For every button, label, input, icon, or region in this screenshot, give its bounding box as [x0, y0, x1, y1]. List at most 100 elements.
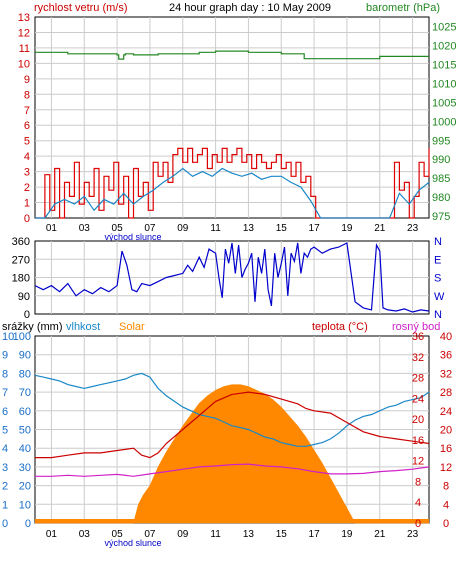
rain-tick-label: 2: [2, 481, 8, 493]
wind-time-tick-label: 05: [112, 223, 124, 234]
rain-time-tick-label: 13: [243, 529, 255, 540]
rain-tick-label: 8: [2, 368, 8, 380]
pressure-tick-label: 975: [432, 211, 450, 223]
pressure-axis: 975 980 985 990 995 1000 1005 1010 1015 1020 1025: [432, 21, 456, 223]
direction-degree-tick-label: 180: [12, 273, 30, 285]
wind-time-tick-label: 07: [144, 223, 156, 234]
temperature-inner-tick-label: 24: [412, 393, 424, 405]
pressure-tick-label: 1000: [432, 116, 456, 128]
temperature-label: teplota (°C): [312, 321, 368, 333]
temperature-tick-label: 12: [440, 462, 452, 474]
rain-tick-label: 0: [2, 518, 8, 530]
solar-label: Solar: [119, 321, 145, 333]
direction-compass-tick-label: W: [434, 291, 445, 303]
wind-average-line: [35, 167, 430, 219]
humidity-tick-label: 40: [19, 443, 31, 455]
direction-compass-tick-label: S: [434, 273, 441, 285]
wind-speed-tick-label: 7: [24, 105, 30, 117]
temperature-tick-label: 16: [440, 443, 452, 455]
humidity-tick-label: 10: [19, 499, 31, 511]
wind-speed-tick-label: 0: [24, 213, 30, 225]
humidity-label: vlhkost: [66, 321, 100, 333]
humidity-tick-label: 0: [25, 518, 31, 530]
rain-time-tick-label: 03: [79, 529, 91, 540]
direction-compass-tick-label: N: [434, 236, 442, 248]
rain-tick-label: 4: [2, 443, 8, 455]
temperature-inner-tick-label: 0: [415, 518, 421, 530]
direction-compass-tick-label: E: [434, 254, 441, 266]
pressure-tick-label: 1020: [432, 40, 456, 52]
sunrise-note-top: východ slunce: [104, 232, 161, 242]
rain-time-tick-label: 17: [309, 529, 321, 540]
wind-time-tick-label: 21: [374, 223, 386, 234]
wind-time-tick-label: 03: [79, 223, 91, 234]
pressure-tick-label: 1005: [432, 97, 456, 109]
temperature-tick-label: 4: [443, 499, 449, 511]
wind-time-tick-label: 23: [407, 223, 419, 234]
temperature-tick-label: 20: [440, 425, 452, 437]
wind-speed-tick-label: 13: [18, 12, 30, 24]
wind-speed-tick-label: 5: [24, 136, 30, 148]
humidity-tick-label: 80: [19, 368, 31, 380]
pressure-tick-label: 980: [432, 192, 450, 204]
rain-tick-label: 7: [2, 387, 8, 399]
temperature-tick-label: 28: [440, 387, 452, 399]
temperature-tick-label: 24: [440, 406, 452, 418]
wind-speed-tick-label: 1: [24, 198, 30, 210]
wind-direction-series: [34, 242, 430, 313]
rain-time-tick-label: 21: [374, 529, 386, 540]
rain-tick-label: 6: [2, 406, 8, 418]
dewpoint-line: [35, 463, 430, 477]
rain-time-tick-label: 07: [144, 529, 156, 540]
dewpoint-label: rosný bod: [392, 321, 440, 333]
temperature-line: [35, 391, 430, 459]
rain-time-tick-label: 09: [177, 529, 189, 540]
wind-time-tick-label: 11: [210, 223, 221, 234]
temperature-tick-label: 32: [440, 368, 452, 380]
rain-axis: 0 1 2 3 4 5 6 7 8 9 10: [2, 331, 14, 530]
wind-speed-tick-label: 4: [24, 151, 30, 163]
rain-time-tick-label: 15: [276, 529, 288, 540]
humidity-tick-label: 30: [19, 462, 31, 474]
pressure-tick-label: 1025: [432, 21, 456, 33]
wind-pressure-grid: [35, 17, 429, 218]
wind-speed-tick-label: 12: [18, 27, 30, 39]
wind-time-axis: 01 03 05 07 09 11 13 15 17 19 21 23: [46, 223, 419, 234]
humidity-tick-label: 100: [13, 331, 31, 343]
temperature-tick-label: 36: [440, 350, 452, 362]
temperature-inner-tick-label: 16: [412, 435, 424, 447]
temperature-inner-tick-label: 28: [412, 373, 424, 385]
rain-tick-label: 10: [2, 331, 14, 343]
rain-tick-label: 1: [2, 499, 8, 511]
wind-speed-tick-label: 6: [24, 120, 30, 132]
wind-direction-line: [34, 242, 430, 313]
pressure-line: [35, 50, 429, 60]
temperature-inner-tick-label: 20: [412, 414, 424, 426]
pressure-tick-label: 990: [432, 154, 450, 166]
wind-speed-label: rychlost vetru (m/s): [34, 2, 128, 14]
pressure-tick-label: 995: [432, 135, 450, 147]
rain-time-axis: 01 03 05 07 09 11 13 15 17 19 21 23: [46, 529, 419, 540]
direction-degree-tick-label: 0: [24, 309, 30, 321]
temperature-inner-tick-label: 32: [412, 352, 424, 364]
direction-degree-tick-label: 270: [12, 254, 30, 266]
wind-time-tick-label: 13: [243, 223, 255, 234]
wind-speed-tick-label: 10: [18, 58, 30, 70]
wind-time-tick-label: 01: [46, 223, 58, 234]
rain-tick-label: 9: [2, 350, 8, 362]
wind-time-tick-label: 19: [341, 223, 353, 234]
temperature-inner-tick-label: 4: [415, 497, 421, 509]
wind-pressure-series: [35, 50, 430, 219]
humidity-tick-label: 90: [19, 350, 31, 362]
rain-baseline-bar: [35, 519, 429, 523]
direction-degree-tick-label: 90: [18, 291, 30, 303]
rain-humidity-temp-series: [34, 372, 430, 524]
rain-time-tick-label: 23: [407, 529, 419, 540]
rain-time-tick-label: 19: [341, 529, 353, 540]
wind-speed-tick-label: 2: [24, 182, 30, 194]
